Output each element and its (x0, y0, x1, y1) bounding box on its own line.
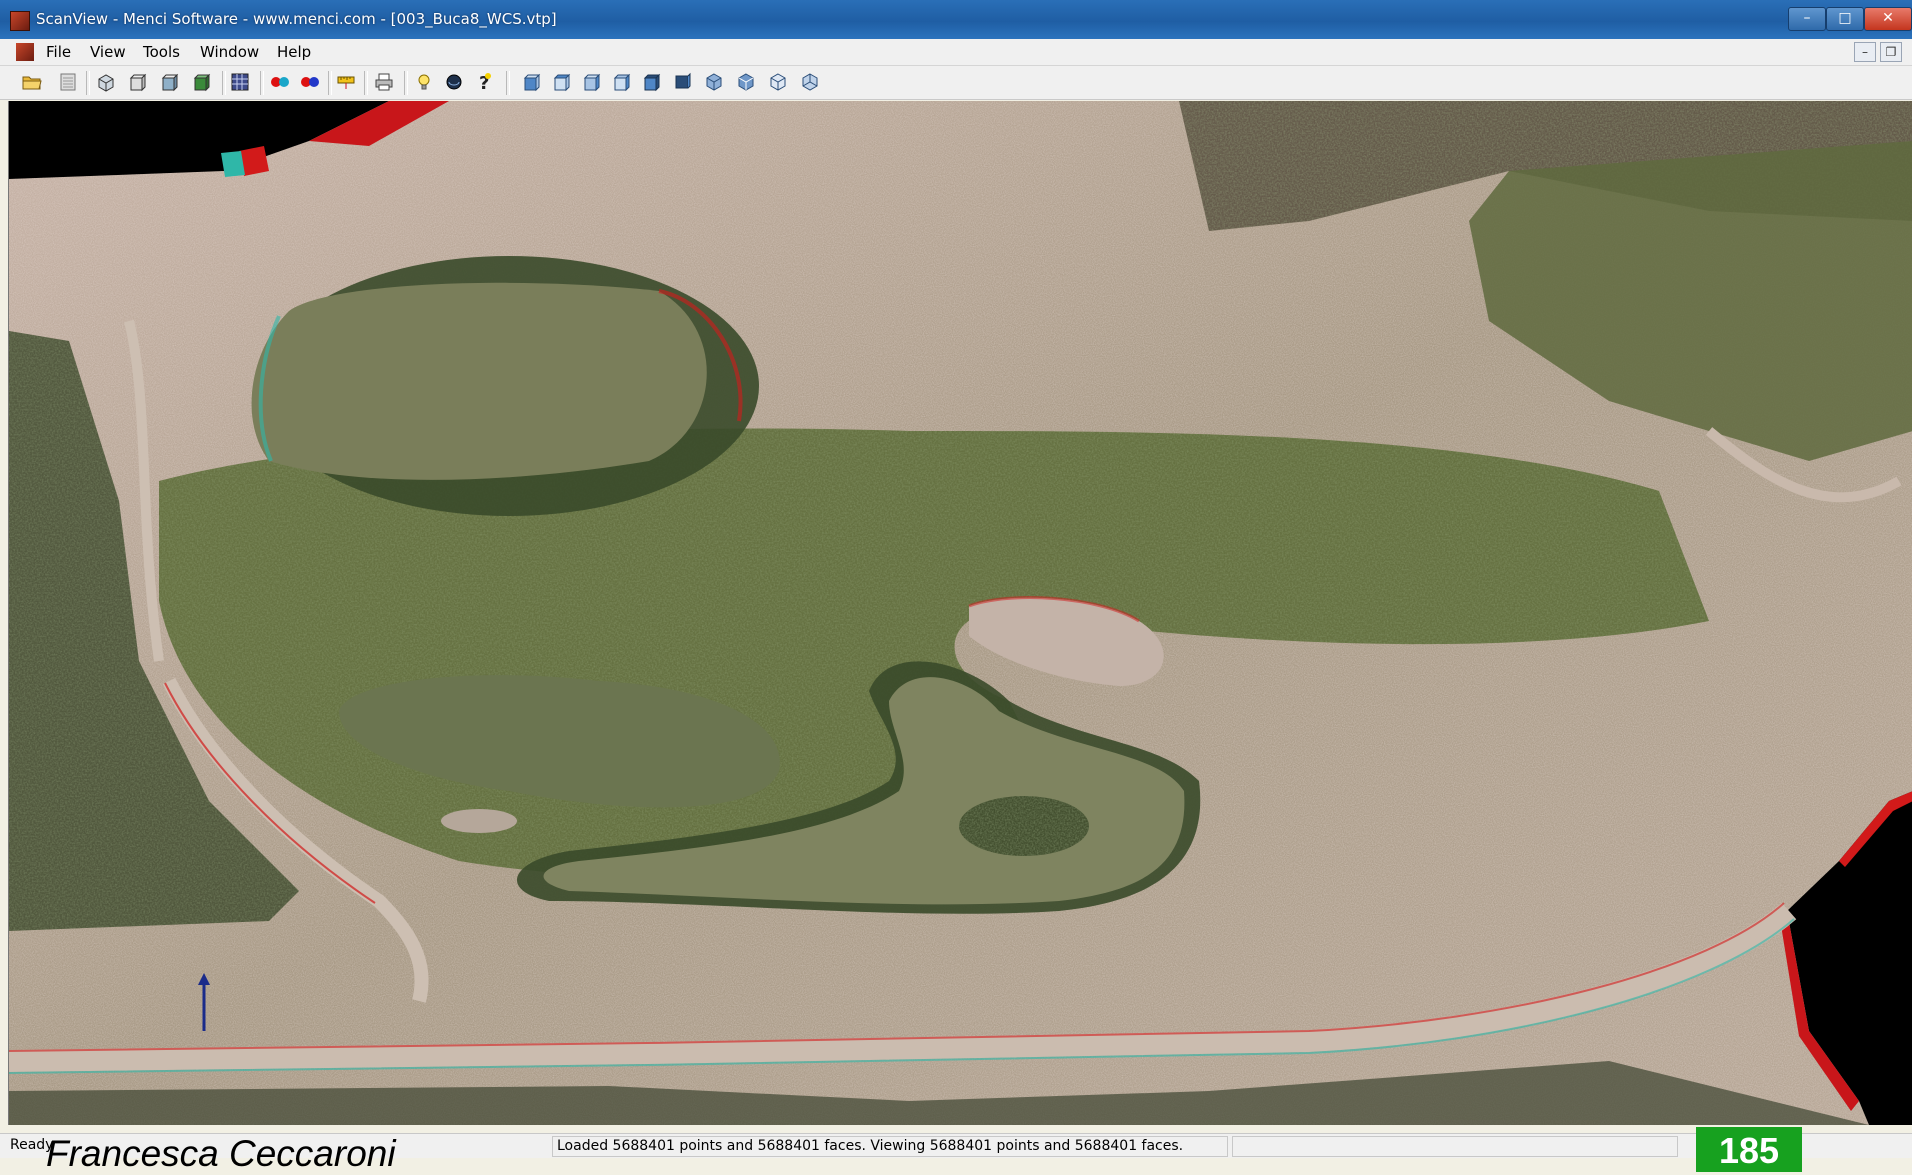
lightbulb-icon[interactable] (412, 70, 436, 94)
page-number-badge: 185 (1696, 1127, 1802, 1172)
app-icon[interactable] (10, 11, 30, 31)
toolbar-separator (222, 71, 226, 95)
toolbar-separator (260, 71, 264, 95)
toolbar-separator (86, 71, 90, 95)
status-bar: Ready Loaded 5688401 points and 5688401 … (0, 1133, 1912, 1158)
document-icon[interactable] (16, 43, 34, 61)
status-extra (1232, 1136, 1678, 1157)
3d-viewport[interactable] (8, 101, 1912, 1125)
view-iso2-icon[interactable] (734, 70, 758, 94)
view-front-icon[interactable] (520, 70, 544, 94)
status-ready: Ready (10, 1137, 54, 1153)
cube-alt-icon[interactable] (158, 70, 182, 94)
box-view-icon[interactable] (94, 70, 118, 94)
toolbar-separator (328, 71, 332, 95)
toolbar: ? (0, 66, 1912, 100)
menu-bar: File View Tools Window Help – ❐ (0, 39, 1912, 66)
view-iso1-icon[interactable] (702, 70, 726, 94)
menu-help[interactable]: Help (277, 43, 312, 61)
toolbar-separator (506, 71, 510, 95)
cube-icon[interactable] (126, 70, 150, 94)
close-button[interactable]: ✕ (1864, 7, 1912, 31)
title-bar: ScanView - Menci Software - www.menci.co… (0, 0, 1912, 39)
view-right-icon[interactable] (610, 70, 634, 94)
anaglyph-scene (9, 101, 1912, 1125)
list-icon[interactable] (56, 70, 80, 94)
view-bottom-icon[interactable] (640, 70, 664, 94)
menu-view[interactable]: View (90, 43, 126, 61)
sphere-icon[interactable] (442, 70, 466, 94)
mdi-minimize-button[interactable]: – (1854, 42, 1876, 62)
anaglyph-red-cyan-icon[interactable] (268, 70, 292, 94)
mdi-restore-button[interactable]: ❐ (1880, 42, 1902, 62)
view-iso4-icon[interactable] (798, 70, 822, 94)
toolbar-separator (404, 71, 408, 95)
menu-tools[interactable]: Tools (143, 43, 180, 61)
open-folder-icon[interactable] (20, 70, 44, 94)
view-iso3-icon[interactable] (766, 70, 790, 94)
print-icon[interactable] (372, 70, 396, 94)
measure-icon[interactable] (334, 70, 358, 94)
help-icon[interactable]: ? (472, 70, 496, 94)
minimize-button[interactable]: – (1788, 7, 1826, 31)
view-left-icon[interactable] (580, 70, 604, 94)
toolbar-separator (364, 71, 368, 95)
menu-window[interactable]: Window (200, 43, 260, 61)
view-back-icon[interactable] (670, 70, 694, 94)
status-message: Loaded 5688401 points and 5688401 faces.… (552, 1136, 1228, 1157)
svg-text:?: ? (479, 73, 489, 94)
maximize-button[interactable]: □ (1826, 7, 1864, 31)
view-top-icon[interactable] (550, 70, 574, 94)
menu-file[interactable]: File (46, 43, 72, 61)
grid-icon[interactable] (228, 70, 252, 94)
footer-author: Francesca Ceccaroni (46, 1133, 396, 1174)
anaglyph-red-blue-icon[interactable] (298, 70, 322, 94)
cube-color-icon[interactable] (190, 70, 214, 94)
window-title: ScanView - Menci Software - www.menci.co… (36, 10, 557, 28)
